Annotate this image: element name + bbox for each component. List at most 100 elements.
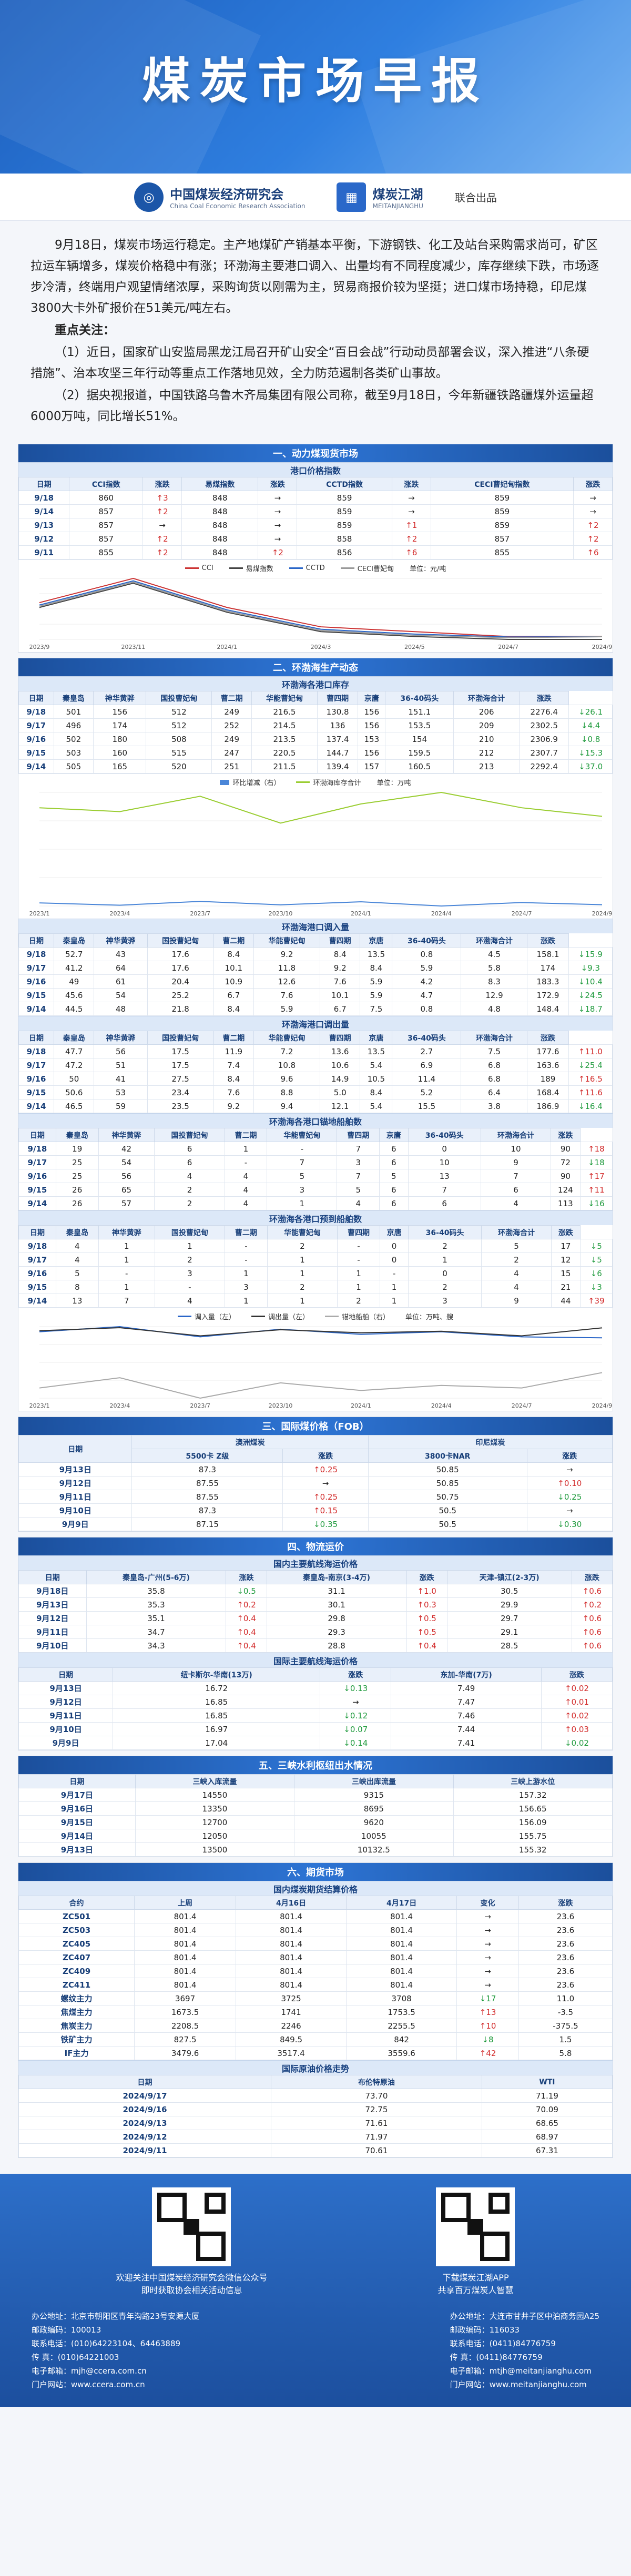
qr-caption: 共享百万煤炭人智慧: [437, 2285, 514, 2295]
table-cell: 9月10日: [18, 1722, 114, 1736]
table-header: 华能曹妃甸: [267, 1128, 338, 1142]
table-cell: 160: [93, 746, 147, 760]
table-cell: 1: [337, 1266, 380, 1280]
qr-code-icon[interactable]: [436, 2187, 515, 2266]
table-row: ZC501 801.4 801.4 801.4 → 23.6: [18, 1909, 613, 1923]
table-cell: 9/17: [18, 961, 55, 975]
table-cell: 180: [93, 732, 147, 746]
table-row: 9月15日 12700 9620 156.09: [18, 1815, 613, 1829]
table-cell: 1741: [236, 2005, 347, 2019]
table-cell: 9月9日: [18, 1736, 114, 1750]
table-cell: 焦炭主力: [18, 2019, 135, 2033]
table-cell: 5.4: [360, 1058, 393, 1072]
chart-legend: CCI 易煤指数 CCTD CECI曹妃甸 单位：元/吨: [18, 560, 613, 573]
x-tick-label: 2024/7: [512, 1402, 532, 1409]
section-intl-price: 三、国际煤价格（FOB） 日期 澳洲煤炭 印尼煤炭 5500卡 Z级 涨跌 38…: [18, 1417, 613, 1532]
table-cell: 29.3: [266, 1625, 407, 1639]
table-header: 日期: [18, 691, 54, 705]
section-three-gorges: 五、三峡水利枢纽出水情况 日期 三峡入库流量 三峡出库流量 三峡上游水位 9月17日 14…: [18, 1756, 613, 1857]
table-header: 36-40码头: [385, 691, 454, 705]
table-cell: ↑0.2: [226, 1597, 267, 1612]
table-cell: 9月16日: [18, 1801, 136, 1816]
table-header: 华能曹妃甸: [253, 1031, 321, 1045]
table-cell: 206: [453, 705, 520, 719]
table-cell: 9315: [294, 1788, 454, 1802]
table-cell: 17: [551, 1239, 581, 1253]
table-cell: 520: [146, 759, 212, 773]
table-header: 京唐: [358, 691, 386, 705]
table-header: 秦皇岛-南京(3-4万): [266, 1570, 407, 1584]
table-cell: 49: [54, 974, 95, 989]
table-cell: 3.8: [461, 1099, 528, 1113]
table-cell: 7: [98, 1294, 155, 1308]
table-cell: 5.9: [360, 988, 393, 1002]
table-cell: 7.4: [213, 1058, 254, 1072]
qr-block-mtjh: 下载煤炭江湖APP 共享百万煤炭人智慧: [436, 2187, 515, 2297]
table-cell: 214.5: [251, 718, 318, 732]
table-cell: ↑0.15: [282, 1503, 369, 1518]
table-cell: 153: [358, 732, 386, 746]
table-cell: 801.4: [346, 1978, 457, 1992]
table-row: 9月13日 16.72 ↓0.13 7.49 ↑0.02: [18, 1681, 613, 1695]
table-row: 螺纹主力 3697 3725 3708 ↓17 11.0: [18, 1991, 613, 2005]
table-header: 36-40码头: [392, 933, 462, 948]
table-cell: 0.8: [392, 1002, 462, 1016]
table-row: 9月12日 35.1 ↑0.4 29.8 ↑0.5 29.7 ↑0.6: [18, 1611, 613, 1625]
table-row: 铁矿主力 827.5 849.5 842 ↓8 1.5: [18, 2032, 613, 2046]
table-cell: ↑6: [391, 545, 431, 559]
table-cell: ↑0.4: [226, 1611, 267, 1625]
table-cell: →: [456, 1978, 519, 1992]
table-cell: 3725: [236, 1991, 347, 2005]
table-cell: →: [526, 1462, 613, 1477]
table-cell: 249: [211, 732, 252, 746]
table-cell: 153.5: [385, 718, 454, 732]
table-cell: ↑16.5: [568, 1072, 613, 1086]
intro-key: 重点关注：: [55, 323, 115, 337]
table-cell: 50.5: [368, 1517, 527, 1531]
contact-line: 联系电话：(0411)84776759: [450, 2339, 556, 2348]
table-cell: 501: [53, 705, 94, 719]
table-cell: 4: [55, 1239, 99, 1253]
table-cell: 247: [211, 746, 252, 760]
table-cell: 48: [94, 1002, 148, 1016]
table-cell: 15: [551, 1266, 581, 1280]
table-row: 9/18 501 156 512 249 216.5 130.8 156 151.1 206 227…: [18, 705, 613, 719]
table-cell: 11.4: [392, 1072, 462, 1086]
table-cell: 1: [225, 1294, 268, 1308]
table-row: 9月9日 17.04 ↓0.14 7.41 ↓0.02: [18, 1736, 613, 1750]
table-cell: 9/16: [18, 732, 54, 746]
table-cell: 8695: [294, 1801, 454, 1816]
table-cell: 70.61: [271, 2143, 482, 2157]
table-cell: -: [337, 1239, 380, 1253]
table-cell: 496: [53, 718, 94, 732]
qr-code-icon[interactable]: [152, 2187, 231, 2266]
table-cell: 2208.5: [134, 2019, 237, 2033]
table-cell: 1: [337, 1280, 380, 1294]
table-cell: 2: [481, 1253, 552, 1267]
table-cell: 17.5: [147, 1058, 214, 1072]
table-cell: 68.97: [481, 2130, 613, 2144]
table-cell: ↑3: [143, 491, 182, 505]
x-tick-label: 2024/9: [592, 644, 613, 650]
table-row: 2024/9/11 70.61 67.31: [18, 2143, 613, 2157]
table-header: 涨跌: [519, 691, 569, 705]
table-row: 焦炭主力 2208.5 2246 2255.5 ↑10 -375.5: [18, 2019, 613, 2033]
table-header: 日期: [18, 1031, 55, 1045]
table-cell: ZC411: [18, 1978, 135, 1992]
table-cell: 16.97: [113, 1722, 321, 1736]
table-row: 9/13 857 → 848 → 859 ↑1 859 ↑2: [18, 518, 613, 532]
table-cell: 8.4: [213, 1072, 254, 1086]
table-cell: 9月17日: [18, 1788, 136, 1802]
table-cell: ↑1.0: [406, 1584, 447, 1598]
table-cell: 5.9: [360, 974, 393, 989]
copub-label: 联合出品: [454, 191, 497, 204]
table-cell: 5.9: [253, 1002, 321, 1016]
section-title: 三、国际煤价格（FOB）: [18, 1417, 613, 1435]
table-cell: 6: [379, 1183, 409, 1197]
table-cell: 3: [408, 1294, 482, 1308]
table-row: 2024/9/16 72.75 70.09: [18, 2102, 613, 2116]
section-title: 六、期货市场: [18, 1863, 613, 1881]
table-cell: 4: [224, 1169, 268, 1183]
inventory-chart: 环比增减（右） 环渤海库存合计 单位：万吨 2023/1 2023/4 2023/7…: [18, 773, 613, 919]
table-cell: 858: [297, 532, 392, 546]
